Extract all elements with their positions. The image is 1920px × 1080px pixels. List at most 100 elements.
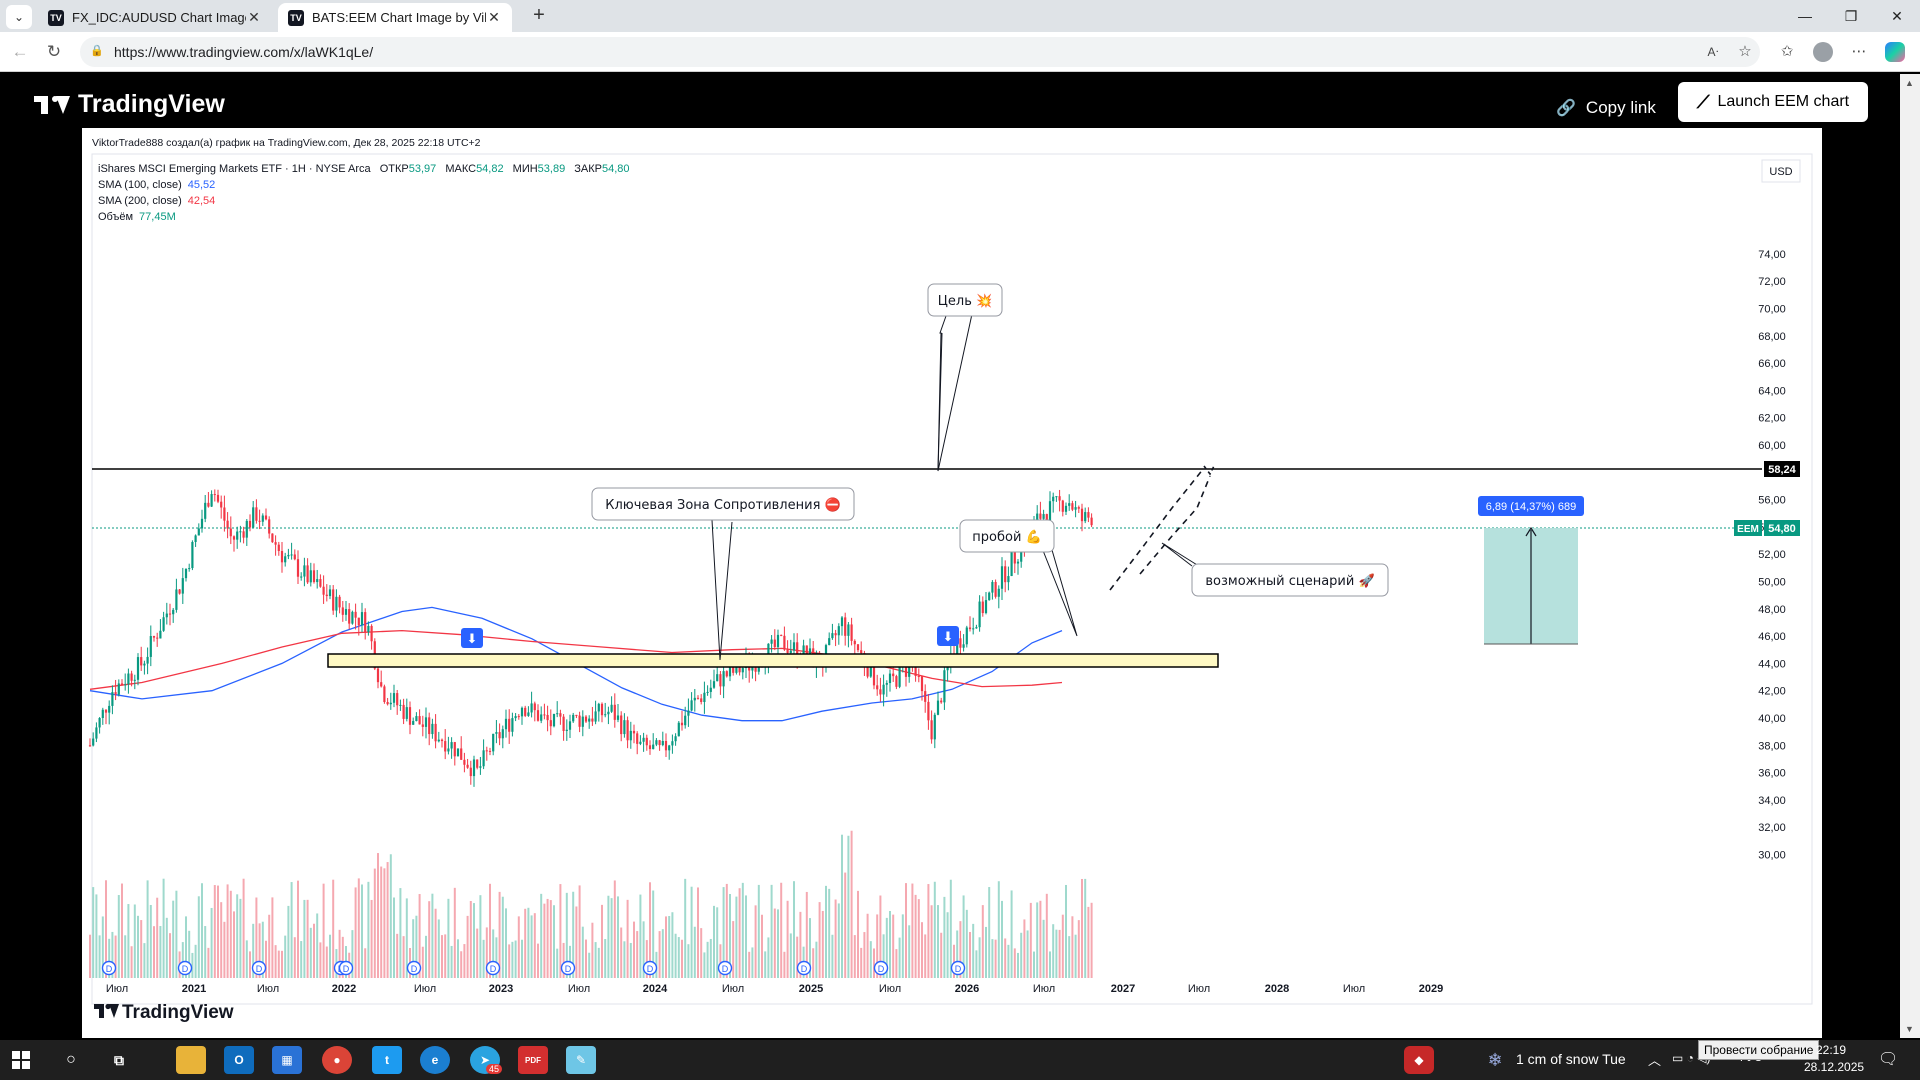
profile-avatar-icon[interactable]: [1810, 40, 1836, 64]
candle-body: [92, 738, 95, 746]
tradingview-logo[interactable]: TradingView: [34, 86, 225, 122]
ohlc-low: 53,89: [538, 163, 566, 175]
candle-body: [367, 625, 370, 632]
file-explorer-icon[interactable]: [176, 1046, 206, 1074]
volume-bar: [108, 938, 111, 978]
tab-eem[interactable]: TV BATS:EEM Chart Image by ViktorT ✕: [278, 3, 512, 32]
volume-bar: [357, 878, 360, 978]
candle-body: [620, 715, 623, 735]
candle-body: [802, 645, 805, 661]
volume-bar: [735, 896, 738, 978]
copilot-icon[interactable]: [1882, 40, 1908, 64]
volume-bar: [489, 883, 491, 978]
minimize-icon[interactable]: —: [1798, 8, 1812, 24]
volume-bar: [457, 939, 459, 978]
close-window-icon[interactable]: ✕: [1891, 7, 1903, 24]
dividend-marker: [560, 960, 576, 976]
candle-body: [370, 625, 373, 642]
volume-bar: [281, 950, 283, 978]
volume-bar: [156, 897, 159, 978]
more-menu-icon[interactable]: ⋯: [1851, 43, 1867, 60]
volume-bar: [421, 946, 424, 978]
volume-bar: [885, 917, 888, 978]
volume-bar: [229, 890, 232, 978]
read-aloud-icon[interactable]: Aᐧ: [1707, 45, 1719, 59]
scroll-down-icon[interactable]: ▼: [1905, 1024, 1914, 1034]
favorites-list-icon[interactable]: ✩: [1780, 43, 1794, 60]
volume-bar: [207, 947, 210, 978]
search-icon[interactable]: ○: [66, 1051, 76, 1068]
tab-audusd[interactable]: TV FX_IDC:AUDUSD Chart Image by V ✕: [38, 3, 272, 32]
tab-actions-chevron-icon[interactable]: ⌄: [6, 5, 32, 29]
windows-start-icon[interactable]: [6, 1046, 36, 1074]
candle-body: [392, 693, 396, 703]
volume-bar: [681, 939, 683, 978]
copy-link-button[interactable]: 🔗 Copy link: [1544, 88, 1668, 128]
dividend-label: D: [490, 964, 497, 974]
chrome-icon[interactable]: ●: [322, 1046, 352, 1074]
close-tab-icon[interactable]: ✕: [488, 9, 500, 25]
candle-body: [956, 638, 959, 654]
volume-bar: [338, 929, 341, 978]
app-icon[interactable]: PDF: [518, 1046, 548, 1074]
volume-bar: [460, 951, 463, 978]
clock-date[interactable]: 28.12.2025: [1804, 1060, 1865, 1074]
clock-time[interactable]: 22:19: [1816, 1043, 1847, 1057]
url-input[interactable]: https://www.tradingview.com/x/laWK1qLe/: [80, 37, 1760, 67]
candle-body: [975, 627, 978, 629]
volume-bar: [1023, 919, 1026, 978]
volume-bar: [175, 890, 178, 978]
volume-bar: [389, 854, 392, 978]
scroll-up-icon[interactable]: ▲: [1905, 78, 1914, 88]
page-scrollbar[interactable]: ▲ ▼: [1900, 74, 1920, 1038]
candle-body: [133, 679, 136, 681]
candle-body: [114, 692, 117, 695]
candle-body: [917, 676, 920, 678]
edge-icon[interactable]: e: [420, 1046, 450, 1074]
svg-text:⬇: ⬇: [467, 632, 478, 647]
measure-label: 6,89 (14,37%) 689: [1486, 501, 1577, 513]
store-icon[interactable]: ▦: [272, 1046, 302, 1074]
candle-body: [789, 650, 792, 653]
weather-snow-icon[interactable]: ❄: [1487, 1049, 1503, 1070]
candle-body: [322, 586, 325, 595]
refresh-icon[interactable]: ↻: [46, 42, 62, 61]
notifications-icon[interactable]: 🗨: [1878, 1051, 1899, 1068]
launch-chart-button[interactable]: ⟋ Launch EEM chart: [1678, 82, 1868, 122]
candle-body: [146, 656, 149, 664]
chart-credit: ViktorTrade888 создал(а) график на Tradi…: [92, 137, 481, 149]
back-arrow-icon[interactable]: ←: [11, 42, 29, 61]
volume-bar: [377, 853, 379, 978]
favorite-star-icon[interactable]: ☆: [1738, 43, 1752, 60]
dividend-label: D: [955, 964, 962, 974]
time-tick: 2025: [799, 983, 823, 995]
candle-body: [783, 635, 786, 650]
candle-body: [693, 697, 696, 701]
volume-bar: [722, 887, 725, 978]
outlook-icon[interactable]: O: [224, 1046, 254, 1074]
candle-body: [293, 554, 296, 560]
dividend-marker: [406, 960, 422, 976]
dividend-marker: [717, 960, 733, 976]
candle-body: [306, 565, 309, 583]
volume-bar: [738, 888, 741, 978]
candle-body: [188, 568, 191, 570]
close-tab-icon[interactable]: ✕: [248, 9, 260, 25]
site-info-lock-icon[interactable]: 🔒: [90, 45, 104, 57]
ohlc-high: 54,82: [476, 163, 504, 175]
price-tick: 52,00: [1758, 549, 1786, 561]
volume-bar: [687, 944, 690, 978]
candle-body: [642, 737, 645, 742]
new-tab-plus-icon[interactable]: +: [533, 4, 545, 26]
candle-body: [389, 702, 392, 705]
tray-chevron-icon[interactable]: ︿: [1648, 1053, 1662, 1068]
restore-icon[interactable]: ❐: [1844, 7, 1858, 24]
volume-bar: [946, 912, 949, 978]
notes-icon[interactable]: ✎: [566, 1046, 596, 1074]
volume-bar: [245, 940, 248, 978]
twitter-icon[interactable]: t: [372, 1046, 402, 1074]
volume-bar: [428, 901, 431, 978]
weather-text[interactable]: 1 cm of snow Tue: [1516, 1051, 1626, 1067]
tray-app-icon[interactable]: ◆: [1404, 1046, 1434, 1074]
task-view-icon[interactable]: ⧉: [114, 1051, 124, 1068]
